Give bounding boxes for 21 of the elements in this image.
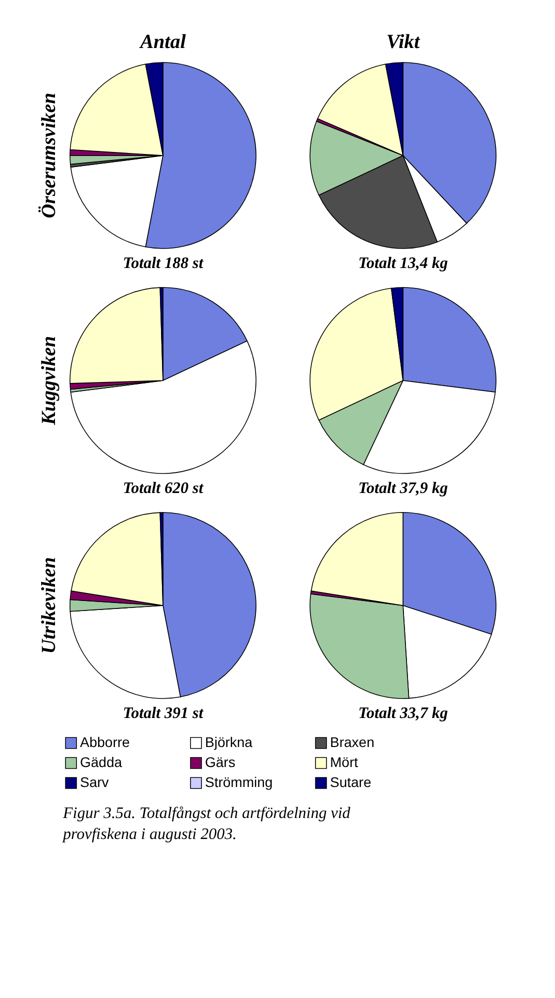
slice-label: Totalt 391 st	[122, 705, 204, 722]
legend-label: Abborre	[80, 734, 130, 750]
slice-label: Totalt 188 st	[122, 255, 204, 272]
slice-label: Totalt 37,9 kg	[358, 480, 448, 497]
text: Antal	[138, 31, 186, 53]
text: Utrikeviken	[38, 557, 60, 654]
legend-label: Strömming	[205, 774, 273, 790]
text: Kuggviken	[38, 336, 60, 426]
text: Örserumsviken	[38, 92, 60, 218]
legend-label: Björkna	[205, 734, 253, 750]
slice-label: Totalt 13,4 kg	[358, 255, 448, 272]
legend-label: Sarv	[80, 774, 109, 790]
legend-label: Gärs	[205, 754, 236, 770]
slice-label: Totalt 620 st	[122, 480, 204, 497]
legend-label: Mört	[330, 754, 358, 770]
text: Vikt	[386, 31, 422, 53]
legend-label: Gädda	[80, 754, 122, 770]
text: Figur 3.5a. Totalfångst och artfördelning vid provfiskena i augusti 2003.	[62, 805, 352, 843]
legend-label: Sutare	[330, 774, 372, 790]
slice-label: Totalt 33,7 kg	[358, 705, 448, 722]
legend-label: Braxen	[330, 734, 374, 750]
